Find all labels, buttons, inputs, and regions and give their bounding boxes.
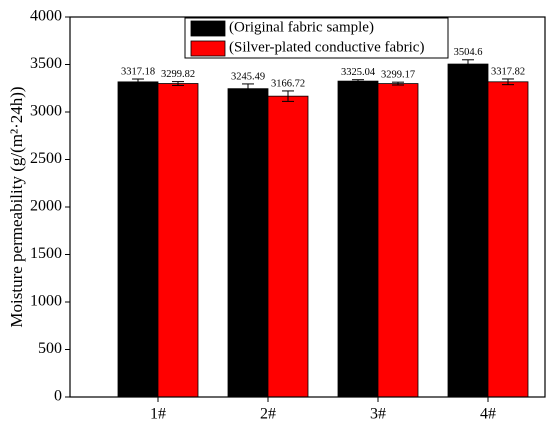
value-label: 3317.18 xyxy=(121,66,155,77)
value-label: 3166.72 xyxy=(271,78,305,89)
legend-box xyxy=(184,17,449,59)
bar xyxy=(267,95,309,398)
legend-label: (Silver-plated conductive fabric) xyxy=(229,39,424,55)
value-label: 3504.6 xyxy=(454,47,483,58)
x-tick-label: 3# xyxy=(370,406,386,423)
error-bar xyxy=(352,79,364,84)
y-tick-label: 1000 xyxy=(30,293,62,310)
error-bar xyxy=(242,83,254,94)
y-tick-label: 3500 xyxy=(30,55,62,72)
bar xyxy=(447,63,489,398)
y-tick-label: 1500 xyxy=(30,245,62,262)
error-bar xyxy=(132,78,144,86)
bar xyxy=(377,83,419,398)
value-label: 3325.04 xyxy=(341,67,376,78)
error-bar xyxy=(462,59,474,69)
bar xyxy=(227,88,269,398)
y-tick-label: 4000 xyxy=(30,8,62,25)
y-tick-label: 2000 xyxy=(30,198,62,215)
bar xyxy=(117,81,159,398)
value-label: 3317.82 xyxy=(491,66,525,77)
error-bar xyxy=(172,81,184,86)
error-bar xyxy=(392,81,404,86)
y-axis-label: Moisture permeability (g/(m²·24h)) xyxy=(7,86,26,327)
value-label: 3299.17 xyxy=(381,70,415,81)
y-tick-label: 3000 xyxy=(30,103,62,120)
legend-label: (Original fabric sample) xyxy=(229,19,374,35)
error-bar xyxy=(282,90,294,102)
y-tick-label: 0 xyxy=(54,388,62,405)
error-bar xyxy=(502,78,514,86)
legend-swatch xyxy=(190,40,226,57)
x-tick-label: 4# xyxy=(480,406,496,423)
plot-frame xyxy=(69,16,546,398)
x-tick-label: 2# xyxy=(260,406,276,423)
value-label: 3299.82 xyxy=(161,69,195,80)
y-tick-label: 500 xyxy=(38,340,62,357)
y-tick-label: 2500 xyxy=(30,150,62,167)
bar xyxy=(337,80,379,398)
x-tick-label: 1# xyxy=(150,406,166,423)
legend-swatch xyxy=(190,20,226,37)
bar xyxy=(487,81,529,398)
bar xyxy=(157,83,199,398)
value-label: 3245.49 xyxy=(231,71,265,82)
